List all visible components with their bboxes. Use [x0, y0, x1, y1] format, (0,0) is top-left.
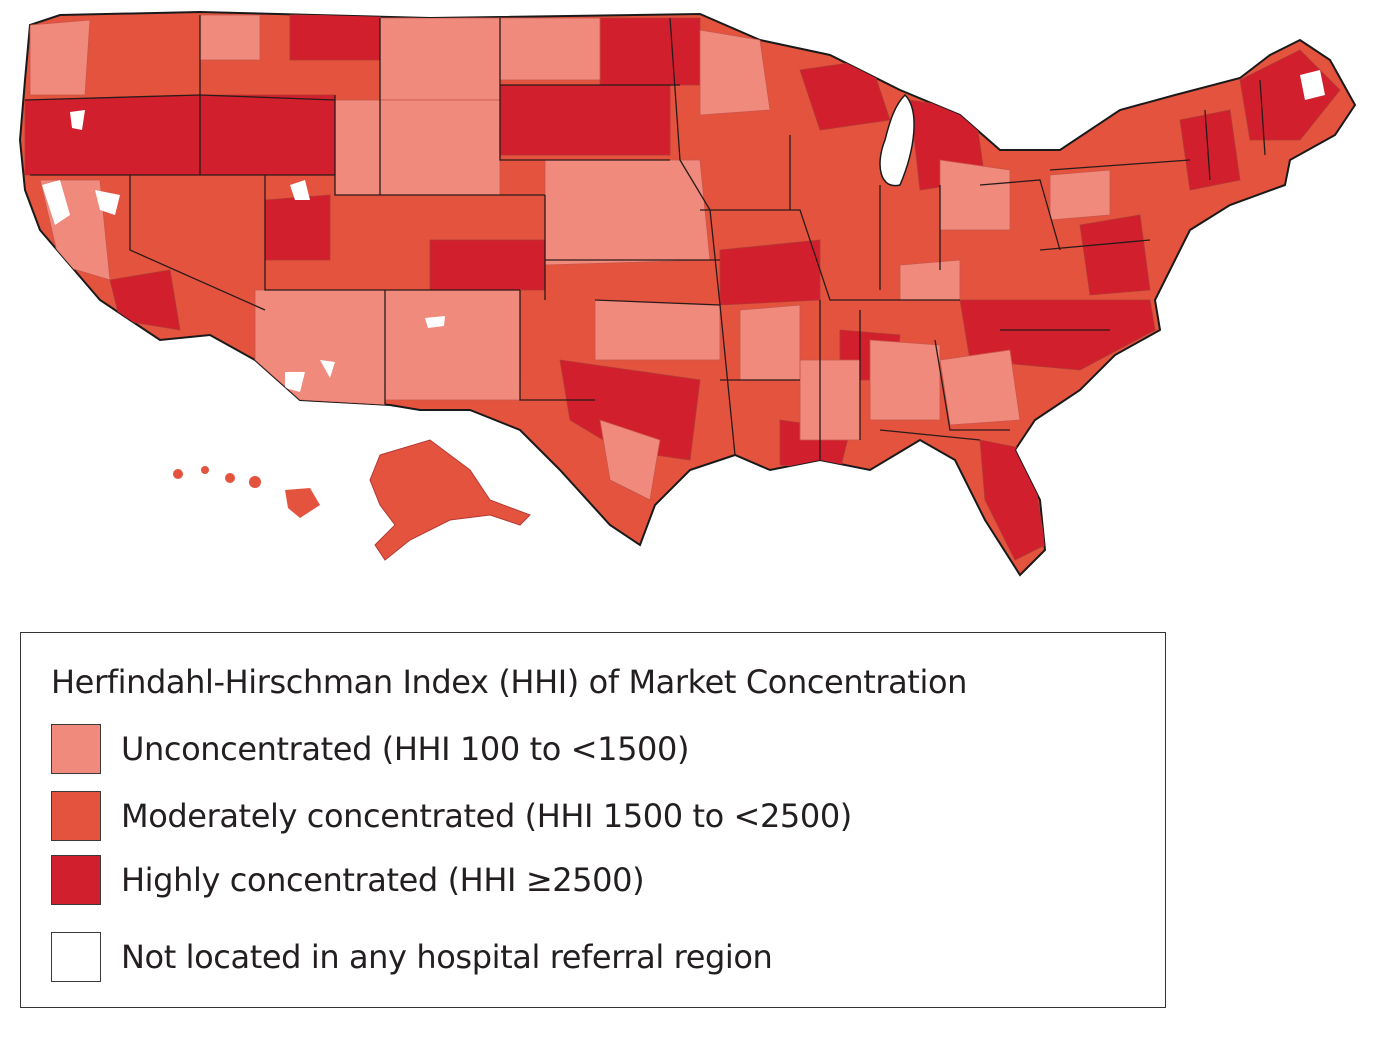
legend-item-moderate: Moderately concentrated (HHI 1500 to <25… — [51, 790, 852, 842]
region-patch — [24, 94, 201, 176]
hawaii-island — [201, 466, 209, 474]
no-hrr-area — [1300, 70, 1325, 100]
legend-item-none: Not located in any hospital referral reg… — [51, 931, 773, 983]
region-patch — [799, 359, 861, 441]
region-patch — [264, 194, 331, 261]
region-patch — [699, 29, 771, 116]
hawaii-inset — [173, 466, 320, 518]
legend-item-high: Highly concentrated (HHI ≥2500) — [51, 854, 645, 906]
legend-swatch-none — [51, 932, 101, 982]
state-border — [334, 95, 545, 196]
region-patch — [109, 269, 181, 331]
no-hrr-area — [425, 316, 445, 328]
hawaii-island — [225, 473, 235, 483]
lake-michigan — [879, 93, 915, 187]
us-hrr-concentration-map — [18, 10, 1357, 577]
state-border — [129, 175, 266, 311]
legend-swatch-moderate — [51, 791, 101, 841]
region-patch — [599, 419, 661, 501]
no-hrr-area — [290, 180, 310, 200]
no-hrr-area — [285, 372, 305, 392]
region-patch — [1179, 109, 1241, 191]
region-patch — [1079, 214, 1151, 296]
region-patch — [719, 239, 821, 306]
legend-swatch-unconcentrated — [51, 724, 101, 774]
no-hrr-area — [95, 190, 120, 215]
legend-label: Not located in any hospital referral reg… — [121, 938, 773, 976]
state-border — [1049, 159, 1191, 171]
hawaii-island — [173, 469, 183, 479]
region-patch — [254, 289, 386, 406]
no-hrr-area — [42, 180, 70, 225]
legend-swatch-high — [51, 855, 101, 905]
region-patch — [499, 84, 671, 156]
state-border — [264, 175, 520, 291]
region-patch — [379, 17, 501, 101]
state-border — [669, 17, 721, 306]
region-patch — [429, 239, 546, 291]
state-border — [499, 18, 670, 161]
legend-label: Moderately concentrated (HHI 1500 to <25… — [121, 797, 852, 835]
state-border — [934, 339, 1010, 431]
region-patch — [29, 19, 91, 96]
no-hrr-area — [320, 360, 335, 378]
legend-label: Unconcentrated (HHI 100 to <1500) — [121, 730, 690, 768]
state-border — [879, 429, 981, 441]
region-patch — [289, 14, 381, 61]
state-border — [24, 94, 336, 101]
region-patch — [199, 94, 336, 176]
state-border — [1259, 79, 1266, 156]
region-patch — [544, 159, 711, 266]
state-border — [700, 209, 960, 301]
no-hrr-area — [70, 110, 85, 130]
legend-item-unconcentrated: Unconcentrated (HHI 100 to <1500) — [51, 723, 689, 775]
region-patch — [979, 439, 1046, 561]
region-patch — [739, 304, 801, 381]
hawaii-island — [249, 476, 261, 488]
region-patch — [384, 289, 521, 401]
legend-title: Herfindahl-Hirschman Index (HHI) of Mark… — [51, 663, 968, 701]
region-patch — [939, 349, 1021, 426]
state-border — [1039, 239, 1151, 251]
map-legend: Herfindahl-Hirschman Index (HHI) of Mark… — [20, 632, 1166, 1008]
region-patch — [869, 339, 941, 421]
region-patch — [199, 14, 261, 61]
state-border — [979, 179, 1061, 251]
hawaii-island — [285, 488, 320, 518]
region-patch — [499, 17, 601, 81]
region-patch — [334, 99, 501, 196]
region-patch — [594, 299, 721, 361]
region-patch — [939, 159, 1011, 231]
state-border — [519, 290, 595, 401]
legend-label: Highly concentrated (HHI ≥2500) — [121, 861, 645, 899]
alaska-inset — [369, 439, 531, 561]
state-border — [1204, 109, 1211, 181]
region-patch — [599, 17, 701, 86]
region-patch — [899, 259, 961, 301]
region-patch — [1049, 169, 1111, 221]
